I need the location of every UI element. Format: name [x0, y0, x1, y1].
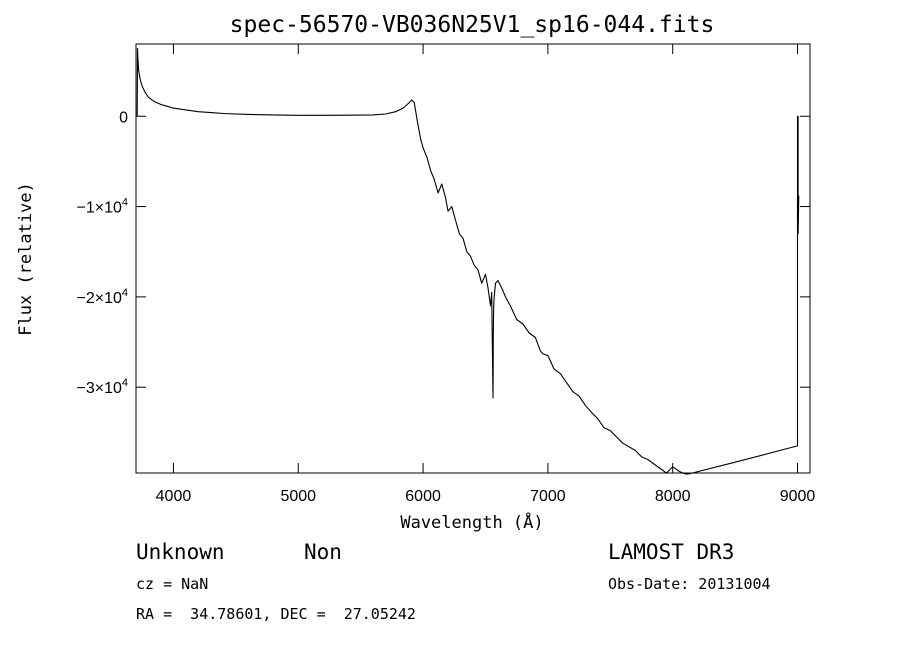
spectrum-info: Unknown Non LAMOST DR3 cz = NaN Obs-Date…	[136, 540, 771, 623]
y-axis-ticks: 0 −1×104 −2×104 −3×104	[76, 109, 810, 397]
y-tick-label: 0	[119, 109, 128, 126]
spectrum-series-line	[136, 47, 800, 475]
y-axis-label: Flux (relative)	[16, 182, 36, 336]
x-tick-label: 6000	[405, 488, 441, 505]
plot-frame	[135, 43, 811, 474]
y-tick-label: −3×104	[76, 377, 128, 397]
plot-area: 4000 5000 6000 7000 8000 9000 0 −1×104 −2×104 −3…	[76, 43, 816, 505]
obs-date-label: Obs-Date: 20131004	[608, 575, 771, 593]
chart-title: spec-56570-VB036N25V1_sp16-044.fits	[230, 12, 715, 38]
coordinates-label: RA = 34.78601, DEC = 27.05242	[136, 605, 416, 623]
survey-label: LAMOST DR3	[608, 540, 734, 564]
x-axis-ticks: 4000 5000 6000 7000 8000 9000	[156, 44, 816, 505]
x-axis-label: Wavelength (Å)	[400, 511, 543, 533]
x-tick-label: 5000	[280, 488, 316, 505]
subclass-label: Non	[304, 540, 342, 564]
object-class-label: Unknown	[136, 540, 225, 564]
x-tick-label: 4000	[156, 488, 192, 505]
x-tick-label: 8000	[655, 488, 691, 505]
y-tick-label: −2×104	[76, 287, 128, 307]
redshift-label: cz = NaN	[136, 575, 208, 593]
y-tick-label: −1×104	[76, 197, 128, 217]
x-tick-label: 9000	[780, 488, 816, 505]
x-tick-label: 7000	[530, 488, 566, 505]
